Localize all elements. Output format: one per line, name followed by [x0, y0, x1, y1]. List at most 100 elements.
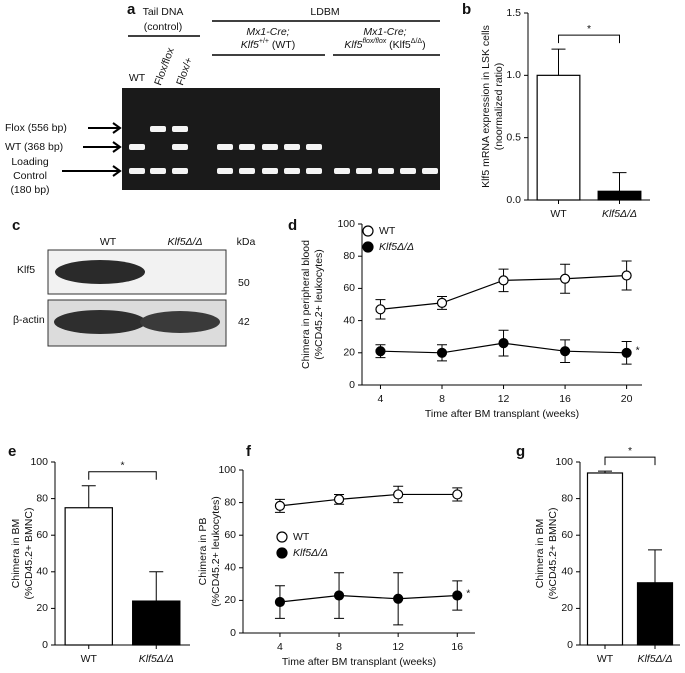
y-tick-label: 60: [561, 529, 573, 541]
y-tick-label: 80: [561, 492, 573, 504]
y-tick-label: 80: [343, 250, 355, 262]
x-tick-label: Klf5Δ/Δ: [602, 208, 637, 220]
panel-label: c: [12, 217, 20, 234]
band-arrows: [62, 122, 122, 177]
point: [621, 347, 632, 358]
lane-label: WT: [129, 72, 146, 84]
x-tick-label: WT: [81, 653, 98, 665]
significance-bracket: [558, 34, 620, 44]
gel-band: [129, 168, 145, 174]
x-tick-label: 12: [392, 641, 404, 653]
significance-label: *: [587, 23, 591, 35]
bar: [586, 472, 624, 646]
legend-label: Klf5Δ/Δ: [293, 547, 328, 559]
x-axis-title: Time after BM transplant (weeks): [425, 408, 579, 420]
y-tick-label: 0: [349, 379, 355, 391]
bar: [597, 190, 642, 201]
gel-header: Tail DNA: [143, 6, 184, 18]
gel-band: [262, 168, 278, 174]
significance-label: *: [466, 587, 470, 599]
x-tick-label: 16: [451, 641, 463, 653]
gel-band: [284, 168, 300, 174]
gel-band: [262, 144, 278, 150]
lane-label: Flox/flox: [152, 45, 177, 87]
gel-band: [150, 126, 166, 132]
gel-header: (control): [144, 21, 183, 33]
legend-marker: [276, 547, 288, 559]
x-tick-label: 4: [277, 641, 283, 653]
lane-label: Flox/+: [174, 56, 195, 87]
panel-label: f: [246, 443, 252, 460]
point: [621, 270, 632, 281]
point: [333, 494, 345, 505]
point: [498, 338, 509, 349]
point: [375, 304, 386, 315]
y-axis-title: (%CD45.2+ leukocytes): [210, 496, 222, 607]
x-tick-label: 12: [498, 393, 510, 405]
y-axis-title: (noormalized ratio): [493, 63, 505, 151]
gel-band: [400, 168, 416, 174]
band-label: (180 bp): [10, 184, 49, 196]
point: [452, 489, 463, 500]
error-bar: [612, 172, 627, 192]
x-tick-label: 16: [559, 393, 571, 405]
y-axis-title: (%CD45.2+ leukocytes): [313, 249, 325, 360]
gel-band: [217, 168, 233, 174]
y-tick-label: 0: [230, 627, 236, 639]
gel-band: [422, 168, 438, 174]
point: [333, 590, 345, 601]
y-tick-label: 100: [30, 456, 48, 468]
blot-size: 42: [238, 316, 250, 328]
y-tick-label: 0.5: [506, 131, 521, 143]
blot-row: Klf5: [17, 264, 35, 276]
y-tick-label: 100: [555, 456, 573, 468]
bar: [636, 582, 674, 646]
series-line: [279, 594, 458, 603]
panel-label: g: [516, 443, 525, 460]
x-tick-label: Klf5Δ/Δ: [139, 653, 174, 665]
y-tick-label: 80: [224, 496, 236, 508]
panel-label: e: [8, 443, 16, 460]
point: [375, 346, 386, 357]
point: [393, 593, 404, 604]
legend-label: Klf5Δ/Δ: [379, 241, 414, 253]
panel-label: b: [462, 1, 471, 18]
significance-label: *: [120, 460, 124, 472]
blot-band: [54, 310, 146, 334]
significance-bracket: [604, 456, 656, 466]
gel-band: [306, 144, 322, 150]
y-axis-title: Chimera in BM: [10, 519, 22, 588]
y-axis-title: (%CD45.2+ BMNC): [23, 508, 35, 600]
blot-lane: Klf5Δ/Δ: [167, 236, 202, 248]
band-label: Loading: [11, 156, 49, 168]
blot-band: [140, 311, 220, 333]
y-tick-label: 60: [343, 282, 355, 294]
y-axis-title: (%CD45.2+ BMNC): [547, 508, 559, 600]
y-tick-label: 1.0: [506, 69, 521, 81]
x-tick-label: WT: [597, 653, 614, 665]
x-tick-label: Klf5Δ/Δ: [637, 653, 672, 665]
point: [436, 297, 448, 308]
legend-marker: [362, 241, 374, 253]
blot-band: [55, 260, 145, 284]
point: [274, 500, 286, 511]
gel-band: [239, 168, 255, 174]
y-tick-label: 1.5: [506, 7, 521, 19]
blot-unit: kDa: [237, 236, 256, 248]
panel-label: a: [127, 1, 136, 18]
point: [559, 346, 571, 357]
gel-band: [356, 168, 372, 174]
y-tick-label: 0: [567, 639, 573, 651]
gel-header: Klf5flox/flox (Klf5Δ/Δ): [344, 38, 425, 51]
x-axis-title: Time after BM transplant (weeks): [282, 656, 436, 668]
blot-row: β-actin: [13, 314, 45, 326]
y-tick-label: 80: [36, 492, 48, 504]
bar: [536, 74, 581, 201]
y-tick-label: 20: [561, 602, 573, 614]
point: [393, 489, 404, 500]
significance-label: *: [636, 345, 640, 357]
y-tick-label: 40: [224, 562, 236, 574]
point: [436, 347, 448, 358]
legend-label: WT: [293, 531, 310, 543]
